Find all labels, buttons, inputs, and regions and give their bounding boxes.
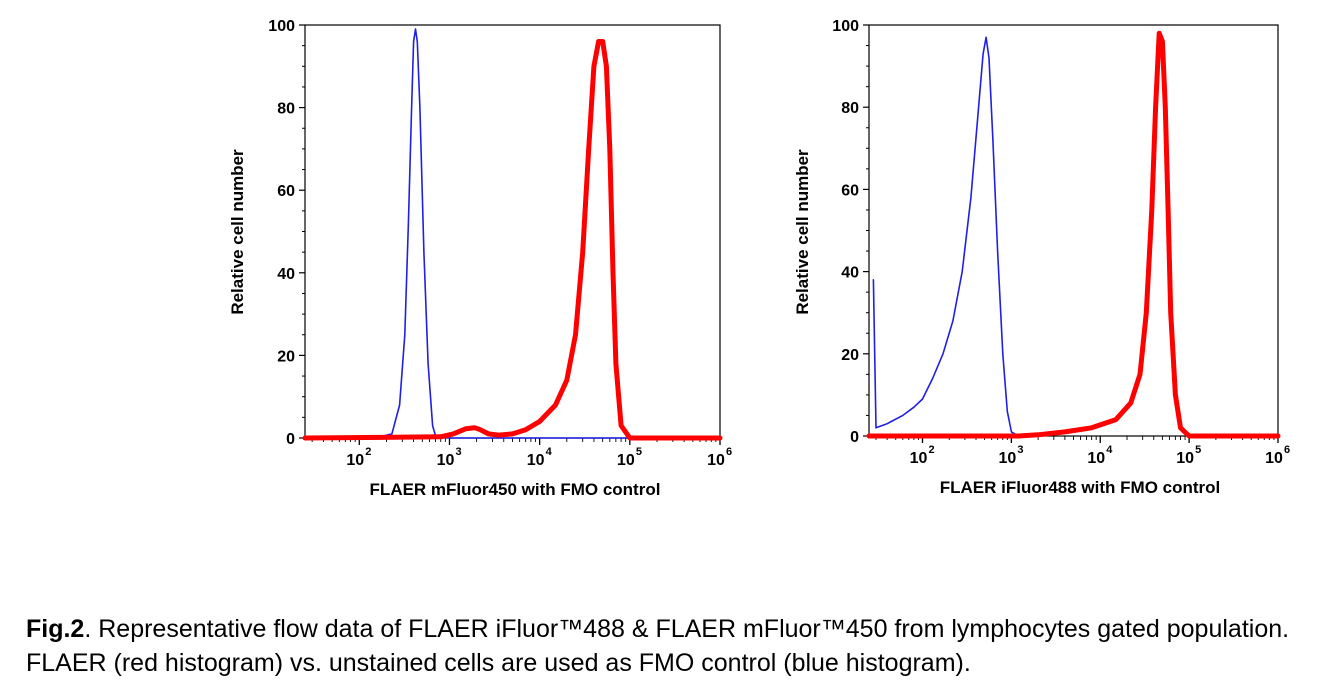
x-tick-exponent: 6: [726, 446, 732, 458]
x-tick-exponent: 3: [455, 446, 461, 458]
x-tick-label: 10: [1087, 450, 1105, 467]
x-tick-exponent: 2: [929, 444, 935, 456]
plot-frame: [868, 24, 1279, 437]
x-tick-exponent: 4: [546, 446, 553, 458]
x-tick-exponent: 4: [1106, 444, 1113, 456]
x-tick-exponent: 5: [1195, 444, 1201, 456]
y-axis-label: Relative cell number: [228, 149, 247, 315]
x-tick-label: 10: [998, 450, 1016, 467]
y-axis-label: Relative cell number: [793, 149, 812, 315]
x-tick-label: 10: [1176, 450, 1194, 467]
x-tick-label: 10: [707, 452, 725, 469]
chart-panel-mfluor450: 0 20 40 60 80 100 10 2 10 3 10 4 10 5 10 6 Relative cel…: [220, 0, 740, 510]
y-tick-label: 100: [268, 18, 295, 35]
y-tick-label: 100: [832, 18, 859, 35]
x-axis-label: FLAER mFluor450 with FMO control: [369, 480, 661, 499]
y-tick-label: 20: [841, 347, 859, 364]
y-tick-label: 40: [277, 266, 295, 283]
fmo-control-histogram: [304, 28, 721, 439]
y-tick-label: 80: [841, 100, 859, 117]
y-tick-label: 60: [841, 182, 859, 199]
caption-text: . Representative flow data of FLAER iFlu…: [26, 615, 1290, 677]
x-axis-label: FLAER iFluor488 with FMO control: [939, 478, 1221, 497]
x-tick-exponent: 6: [1284, 444, 1290, 456]
flaer-histogram: [866, 30, 1281, 439]
y-tick-label: 0: [850, 429, 859, 446]
plot-frame: [304, 24, 721, 439]
x-tick-exponent: 5: [636, 446, 642, 458]
flaer-histogram: [302, 39, 723, 441]
figure-caption: Fig.2. Representative flow data of FLAER…: [26, 612, 1316, 680]
x-tick-label: 10: [617, 452, 635, 469]
caption-figure-number: Fig.2: [26, 615, 85, 643]
chart-panel-ifluor488: 0 20 40 60 80 100 10 2 10 3 10 4 10 5 10 6 Relative cel…: [785, 0, 1305, 510]
x-tick-label: 10: [1265, 450, 1283, 467]
x-tick-label: 10: [910, 450, 928, 467]
fmo-control-histogram: [872, 36, 1026, 437]
y-tick-label: 0: [286, 431, 295, 448]
y-tick-label: 80: [277, 101, 295, 118]
x-tick-label: 10: [527, 452, 545, 469]
x-tick-label: 10: [437, 452, 455, 469]
y-tick-label: 60: [277, 183, 295, 200]
x-tick-label: 10: [346, 452, 364, 469]
x-tick-exponent: 3: [1017, 444, 1023, 456]
y-tick-label: 40: [841, 265, 859, 282]
y-tick-label: 20: [277, 348, 295, 365]
x-tick-exponent: 2: [365, 446, 371, 458]
